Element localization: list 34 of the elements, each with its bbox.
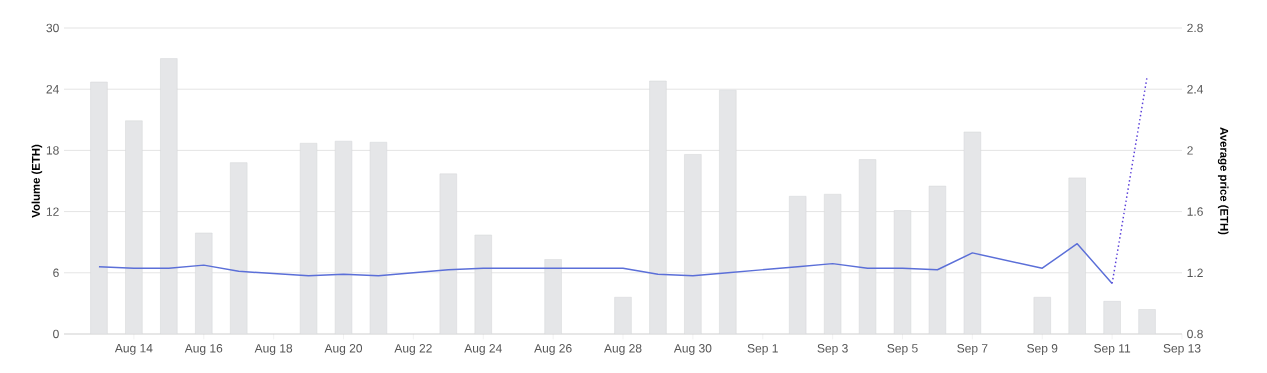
bar — [1138, 309, 1156, 334]
x-tick-label: Aug 18 — [254, 344, 293, 355]
x-tick-label: Sep 7 — [957, 344, 988, 355]
x-tick-label: Sep 3 — [817, 344, 848, 355]
bar — [1033, 296, 1051, 334]
x-tick-label: Aug 26 — [534, 344, 572, 355]
y2-tick-label: 2 — [1187, 146, 1193, 155]
x-tick-label: Sep 11 — [1094, 344, 1131, 355]
bar — [614, 296, 632, 334]
x-tick-label: Aug 24 — [464, 344, 502, 355]
x-tick-label: Aug 28 — [604, 344, 642, 355]
x-tick-label: Sep 9 — [1027, 344, 1058, 355]
x-tick-label: Sep 5 — [887, 344, 918, 355]
y2-tick-label: 1.2 — [1187, 268, 1203, 277]
y-tick-label: 18 — [46, 146, 59, 155]
y2-tick-label: 2.4 — [1187, 84, 1204, 94]
x-tick-label: Sep 13 — [1163, 344, 1201, 355]
y2-tick-label: 2.8 — [1187, 23, 1203, 33]
x-tick-label: Sep 1 — [747, 344, 778, 355]
y-axis-title: Volume (ETH) — [31, 144, 43, 218]
y2-tick-label: 1.6 — [1187, 207, 1203, 216]
y2-tick-label: 0.8 — [1187, 329, 1203, 339]
x-tick-label: Aug 16 — [184, 344, 223, 355]
y-tick-label: 0 — [53, 329, 59, 339]
bar — [1103, 301, 1121, 334]
y-tick-label: 6 — [53, 268, 59, 278]
y-tick-label: 12 — [46, 207, 59, 216]
y2-axis-title: Average price (ETH) — [1217, 127, 1229, 235]
y-tick-label: 24 — [46, 84, 59, 94]
x-tick-label: Aug 14 — [114, 344, 153, 355]
x-tick-label: Aug 20 — [324, 344, 363, 355]
x-tick-label: Aug 30 — [673, 344, 712, 355]
y-tick-label: 30 — [46, 23, 59, 33]
x-tick-label: Aug 22 — [394, 344, 432, 355]
